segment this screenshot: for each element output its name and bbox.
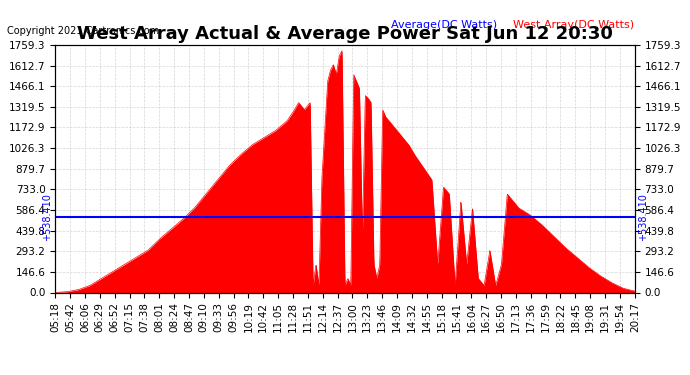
Text: +538.410: +538.410 [42, 193, 52, 241]
Text: Average(DC Watts): Average(DC Watts) [391, 20, 497, 30]
Text: West Array(DC Watts): West Array(DC Watts) [513, 20, 634, 30]
Text: +538.410: +538.410 [638, 193, 648, 241]
Text: Copyright 2021 Cartronics.com: Copyright 2021 Cartronics.com [7, 26, 159, 36]
Title: West Array Actual & Average Power Sat Jun 12 20:30: West Array Actual & Average Power Sat Ju… [77, 26, 613, 44]
